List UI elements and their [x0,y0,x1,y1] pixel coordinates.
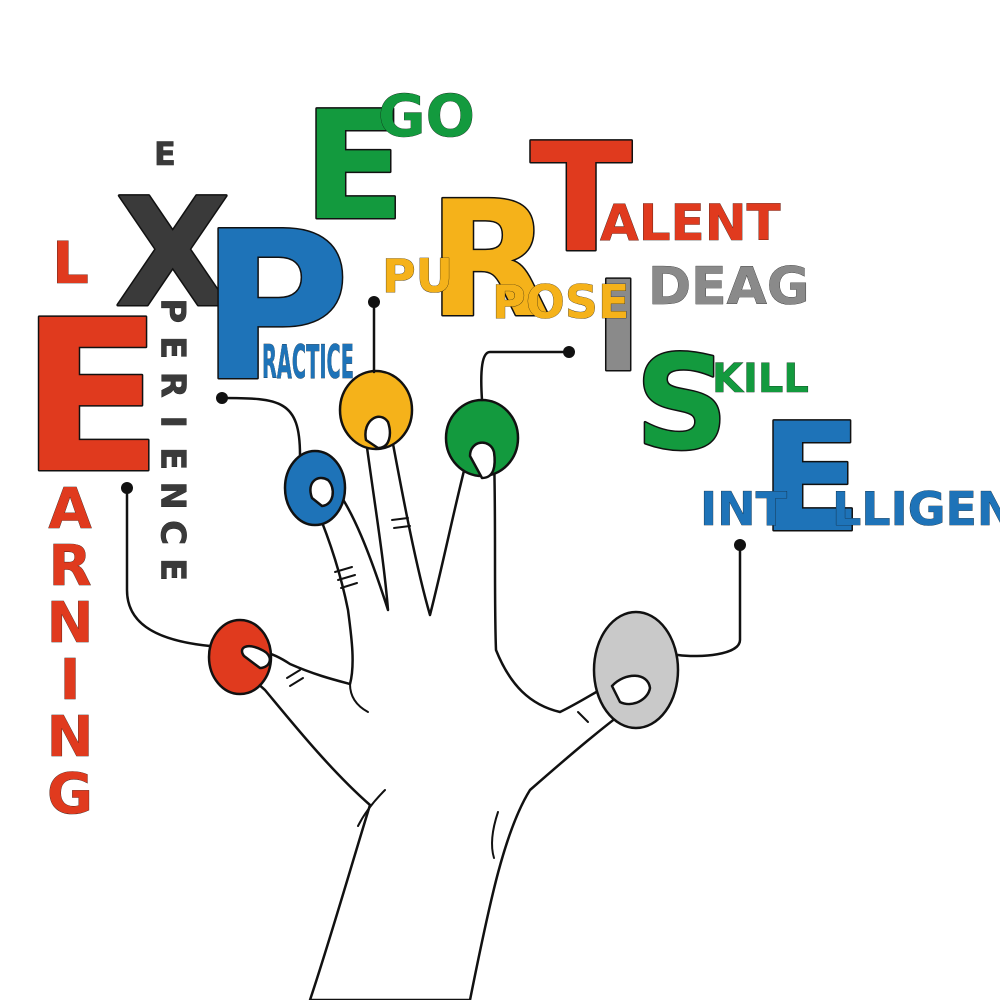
learning-letter-1: A [48,477,92,542]
experience-letter-6: N [153,481,193,509]
learning-letter-2: R [48,534,91,599]
skill-word: KILL [712,356,809,402]
letter-i-ideas: I [595,255,642,400]
letter-e-ego: E [303,80,405,254]
letter-e-learning: E [20,275,163,520]
learning-letter-3: N [47,591,94,656]
experience-letter-4: I [153,415,193,428]
red-button-icon [207,618,273,696]
experience-letter-8: E [153,558,193,581]
letter-x-experience: X [115,167,231,341]
letter-t-talent: T [530,112,632,286]
intelligence-word-left: INT [700,482,788,536]
finger-tips [240,415,652,706]
experience-letter-3: R [153,372,193,398]
purpose-word-right: POSE [492,275,629,329]
experience-letter-2: E [153,336,193,359]
ideas-word: DEAG [648,257,810,317]
letter-r-purpose: R [428,166,551,353]
learning-letter-4: I [60,648,81,713]
experience-letter-5: E [153,447,193,470]
learning-letter-5: N [47,705,94,770]
experience-letter-1: P [153,298,193,323]
gray-button-icon [592,610,680,730]
connector-wires [121,296,746,658]
letter-p-practice: P [200,189,350,427]
learning-letter-6: G [47,762,93,827]
ego-word: GO [378,82,475,150]
learning-l: L [52,229,89,297]
intelligence-word-right: LLIGENCE [832,482,1000,536]
talent-word: ALENT [600,194,781,252]
letter-e-intelligence: E [760,392,862,566]
button-icons [207,369,680,730]
experience-letter-7: C [153,520,193,545]
purpose-word-left: PU [382,249,453,303]
experience-e: E [154,135,176,173]
orange-button-icon [338,369,414,451]
practice-word: RACTICE [262,335,354,389]
letter-s-skill: S [635,327,729,479]
